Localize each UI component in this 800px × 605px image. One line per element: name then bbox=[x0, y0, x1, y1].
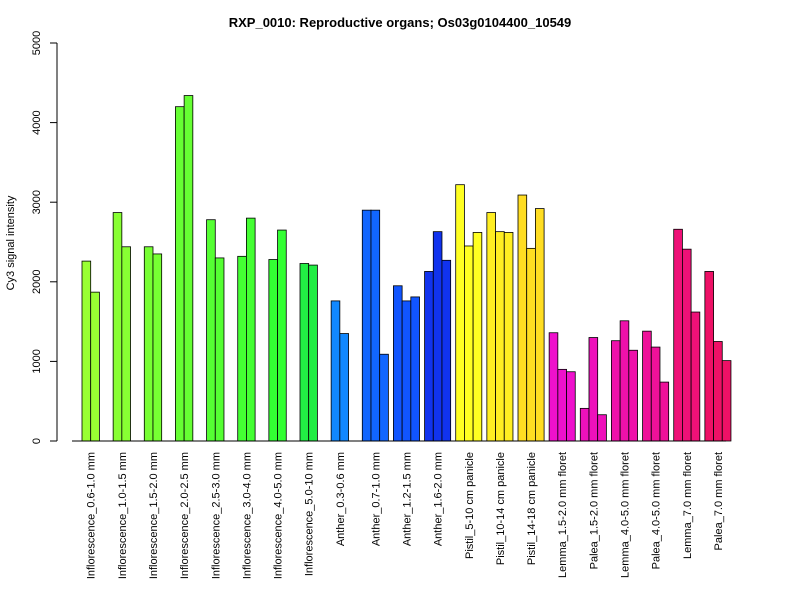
y-axis: 0 1000 2000 3000 4000 5000 bbox=[31, 31, 58, 444]
x-tick-label: Inflorescence_1.0-1.5 mm bbox=[117, 452, 129, 579]
bar bbox=[690, 311, 701, 442]
bar bbox=[393, 285, 403, 442]
x-tick-label: Palea_4.0-5.0 mm floret bbox=[651, 452, 663, 569]
bar bbox=[628, 349, 638, 442]
bar bbox=[268, 259, 278, 442]
x-tick-label: Inflorescence_5.0-10 mm bbox=[304, 452, 316, 576]
y-tick-label: 5000 bbox=[31, 31, 43, 55]
bar bbox=[246, 217, 256, 442]
bar bbox=[90, 291, 100, 442]
bar bbox=[464, 245, 474, 442]
bar bbox=[526, 247, 536, 442]
bar bbox=[152, 253, 163, 442]
bar bbox=[535, 208, 545, 442]
bar bbox=[401, 300, 412, 442]
bars bbox=[81, 95, 732, 442]
x-tick-label: Pistil_10-14 cm panicle bbox=[495, 452, 507, 565]
y-tick-label: 1000 bbox=[31, 349, 43, 373]
y-tick-label: 4000 bbox=[31, 110, 43, 134]
bar bbox=[424, 271, 434, 442]
bar bbox=[597, 414, 607, 442]
bar bbox=[277, 229, 287, 442]
x-tick-label: Pistil_14-18 cm panicle bbox=[526, 452, 538, 565]
x-tick-label: Anther_0.7-1.0 mm bbox=[370, 452, 382, 546]
x-tick-label: Inflorescence_2.0-2.5 mm bbox=[179, 452, 191, 579]
bar bbox=[455, 184, 465, 442]
x-tick-label: Palea_1.5-2.0 mm floret bbox=[588, 452, 600, 569]
x-tick-labels: Inflorescence_0.6-1.0 mm Inflorescence_1.… bbox=[86, 452, 725, 579]
x-tick-label: Inflorescence_0.6-1.0 mm bbox=[86, 452, 98, 579]
bar bbox=[121, 246, 131, 442]
bar bbox=[588, 337, 599, 442]
bar bbox=[566, 371, 576, 442]
bar bbox=[410, 296, 420, 442]
bar bbox=[472, 232, 483, 442]
bar bbox=[379, 353, 389, 442]
x-tick-label: Anther_0.3-0.6 mm bbox=[335, 452, 347, 546]
x-tick-label: Inflorescence_4.0-5.0 mm bbox=[273, 452, 285, 579]
bar bbox=[495, 231, 505, 442]
x-tick-label: Lemma_4.0-5.0 mm floret bbox=[619, 452, 631, 578]
bar bbox=[682, 248, 692, 442]
bar bbox=[143, 246, 154, 442]
bar bbox=[548, 332, 559, 442]
x-tick-label: Inflorescence_1.5-2.0 mm bbox=[148, 452, 160, 579]
bar bbox=[432, 231, 443, 442]
bar bbox=[673, 228, 683, 442]
x-tick-label: Pistil_5-10 cm panicle bbox=[464, 452, 476, 559]
bar bbox=[486, 212, 496, 442]
x-tick-label: Anther_1.2-1.5 mm bbox=[401, 452, 413, 546]
bar bbox=[503, 232, 514, 442]
y-tick-label: 2000 bbox=[31, 270, 43, 294]
bar bbox=[611, 340, 621, 442]
bar bbox=[299, 263, 310, 442]
bar bbox=[339, 333, 349, 442]
bar bbox=[370, 209, 381, 442]
bar bbox=[441, 259, 452, 442]
y-axis-label: Cy3 signal intensity bbox=[5, 195, 17, 290]
x-tick-label: Inflorescence_2.5-3.0 mm bbox=[210, 452, 222, 579]
chart-title: RXP_0010: Reproductive organs; Os03g0104… bbox=[229, 15, 572, 30]
bar bbox=[308, 264, 318, 442]
bar bbox=[206, 219, 216, 442]
x-tick-label: Anther_1.6-2.0 mm bbox=[433, 452, 445, 546]
y-tick-label: 3000 bbox=[31, 190, 43, 214]
bar bbox=[330, 300, 341, 442]
y-tick-label: 0 bbox=[31, 438, 43, 444]
x-tick-label: Lemma_7.0 mm floret bbox=[682, 452, 694, 559]
bar bbox=[721, 360, 732, 442]
bar bbox=[517, 194, 528, 442]
bar bbox=[214, 257, 225, 442]
bar bbox=[557, 368, 567, 442]
bar bbox=[175, 106, 185, 442]
bar bbox=[704, 271, 714, 442]
bar bbox=[237, 255, 247, 442]
bar bbox=[579, 407, 590, 442]
bar bbox=[642, 330, 652, 442]
bar bbox=[361, 209, 372, 442]
bar bbox=[650, 346, 661, 442]
x-tick-label: Palea_7.0 mm floret bbox=[713, 452, 725, 550]
bar bbox=[112, 212, 123, 442]
bar bbox=[183, 95, 194, 442]
x-tick-label: Lemma_1.5-2.0 mm floret bbox=[557, 452, 569, 578]
x-tick-label: Inflorescence_3.0-4.0 mm bbox=[241, 452, 253, 579]
bar bbox=[81, 260, 92, 442]
bar bbox=[619, 320, 630, 442]
bar bbox=[659, 381, 670, 442]
bar bbox=[713, 341, 723, 442]
